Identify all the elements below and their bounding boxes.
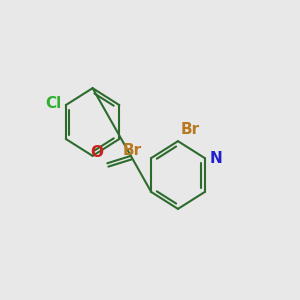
Text: Br: Br (181, 122, 200, 137)
Text: Cl: Cl (45, 96, 62, 111)
Text: Br: Br (122, 143, 141, 158)
Text: N: N (210, 151, 223, 166)
Text: O: O (90, 145, 103, 160)
